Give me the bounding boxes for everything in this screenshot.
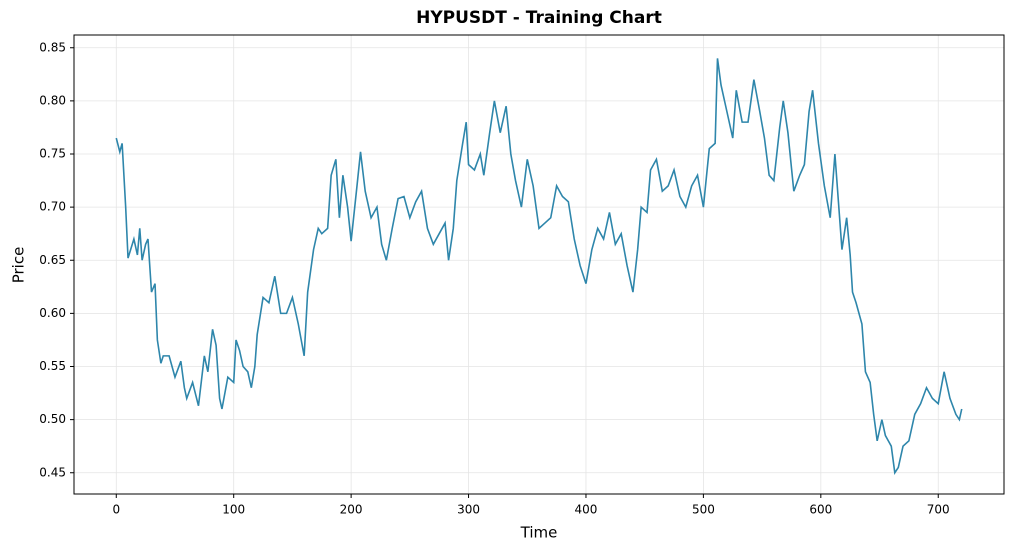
x-tick-label: 300 bbox=[457, 503, 480, 517]
x-axis-label: Time bbox=[520, 524, 558, 542]
y-axis-label: Price bbox=[10, 247, 28, 284]
y-tick-label: 0.50 bbox=[39, 412, 66, 426]
y-tick-label: 0.45 bbox=[39, 465, 66, 479]
y-tick-label: 0.80 bbox=[39, 93, 66, 107]
x-tick-label: 400 bbox=[575, 503, 598, 517]
chart-title: HYPUSDT - Training Chart bbox=[416, 8, 662, 28]
plot-frame bbox=[73, 34, 1005, 495]
y-tick-label: 0.75 bbox=[39, 147, 66, 161]
y-tick-label: 0.65 bbox=[39, 253, 66, 267]
x-tick-label: 500 bbox=[692, 503, 715, 517]
y-tick-label: 0.70 bbox=[39, 200, 66, 214]
x-tick-label: 0 bbox=[112, 503, 120, 517]
x-tick-label: 100 bbox=[222, 503, 245, 517]
y-tick-label: 0.85 bbox=[39, 40, 66, 54]
x-tick-label: 200 bbox=[340, 503, 363, 517]
x-tick-label: 700 bbox=[927, 503, 950, 517]
y-tick-label: 0.55 bbox=[39, 359, 66, 373]
x-tick-label: 600 bbox=[809, 503, 832, 517]
y-tick-label: 0.60 bbox=[39, 306, 66, 320]
price-line bbox=[115, 58, 963, 475]
